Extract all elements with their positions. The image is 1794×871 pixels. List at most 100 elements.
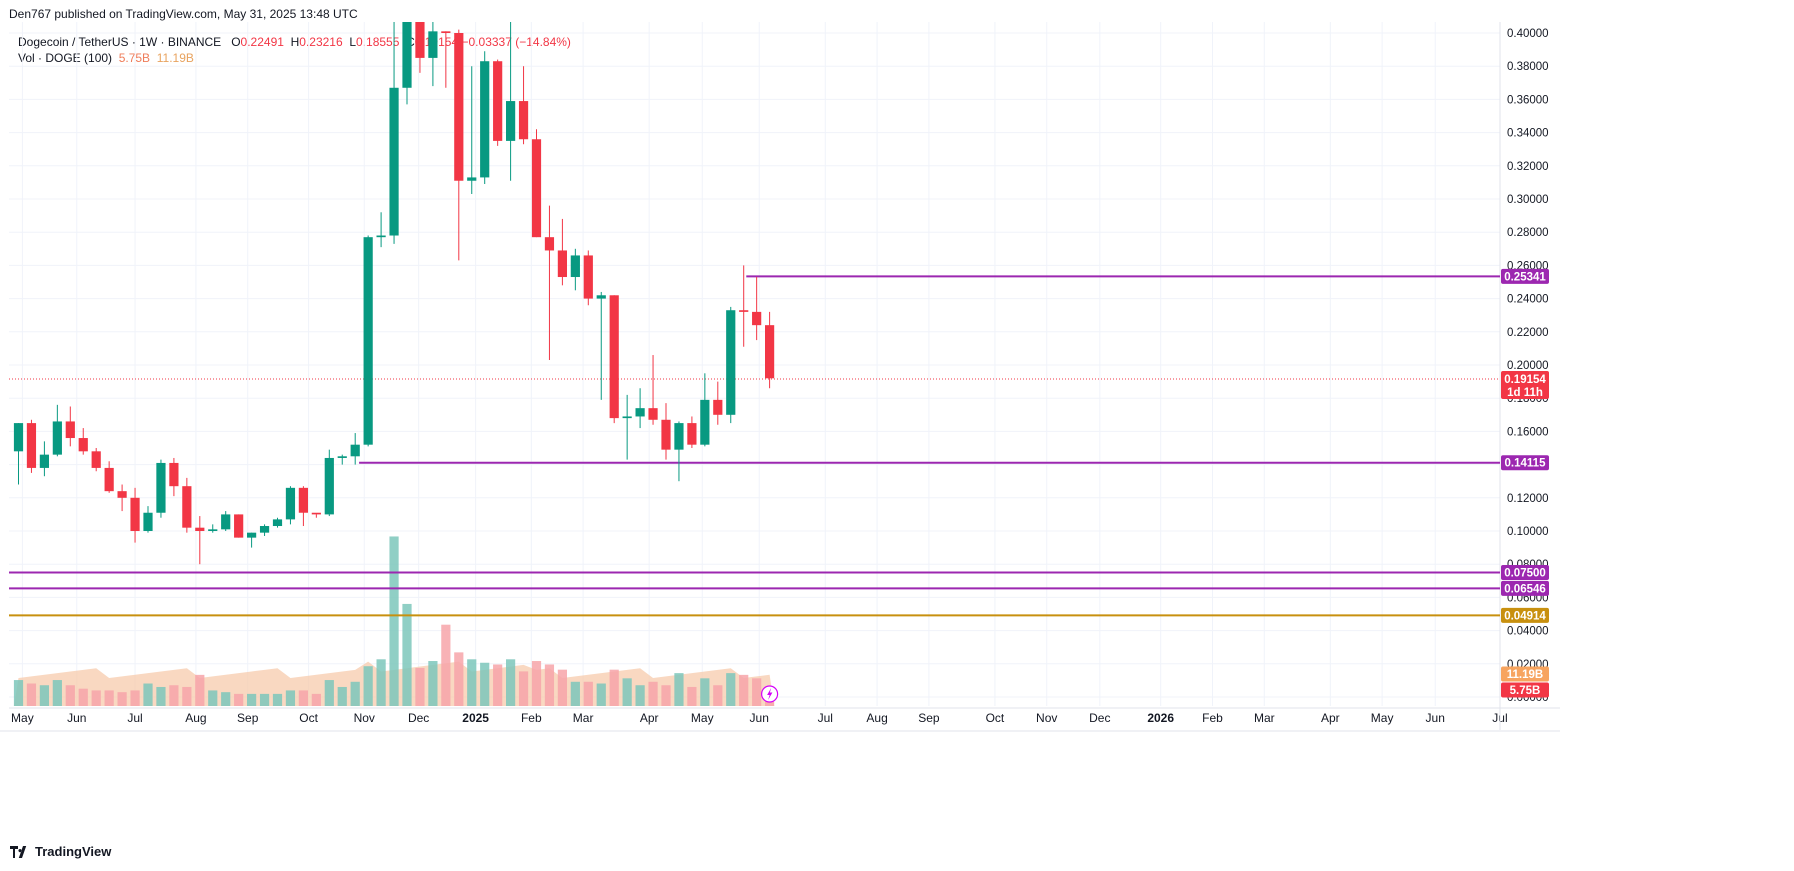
x-tick-label: Jun — [750, 711, 769, 725]
volume-bar — [389, 536, 399, 706]
volume-bar — [583, 681, 593, 706]
x-tick-label: 2026 — [1147, 711, 1174, 725]
candle-body — [65, 421, 75, 439]
x-tick-label: 2025 — [462, 711, 489, 725]
volume-row: Vol · DOGE (100) 5.75B 11.19B — [18, 50, 571, 66]
candle-body — [195, 527, 205, 531]
volume-bar — [169, 685, 179, 706]
x-tick-label: May — [11, 711, 34, 725]
volume-bar — [26, 683, 37, 706]
volume-bar — [78, 688, 88, 706]
volume-ma-badge-text: 11.19B — [1507, 669, 1543, 681]
volume-bar — [247, 693, 257, 706]
candle-body — [259, 526, 270, 533]
plot-area[interactable] — [9, 0, 1500, 706]
volume-ma-value: 11.19B — [156, 51, 194, 65]
candle-body — [324, 457, 334, 515]
volume-bar — [596, 683, 606, 706]
candle-body — [182, 486, 192, 528]
volume-bar — [428, 661, 438, 706]
candle-body — [389, 87, 399, 236]
candle-body — [39, 454, 49, 468]
lightning-icon-glyph — [767, 688, 773, 700]
y-tick-label: 0.20000 — [1507, 360, 1549, 372]
volume-bar — [687, 686, 697, 706]
volume-badge — [1501, 682, 1549, 698]
volume-bar — [285, 690, 296, 706]
volume-bar — [221, 692, 231, 706]
x-tick-label: Nov — [1036, 711, 1057, 725]
candle-body — [752, 311, 762, 326]
level-badge-text: 0.06546 — [1504, 583, 1546, 595]
level-badge — [1501, 580, 1549, 596]
volume-bar — [156, 686, 166, 706]
candle-body — [298, 487, 308, 513]
y-tick-label: 0.28000 — [1507, 227, 1549, 239]
candle-body — [635, 408, 645, 417]
y-tick-label: 0.30000 — [1507, 194, 1549, 206]
volume-bar — [635, 685, 645, 706]
volume-bar — [531, 661, 542, 706]
volume-bar — [493, 664, 503, 706]
candle-body — [441, 31, 451, 33]
volume-bar — [557, 669, 567, 706]
level-badge-text: 0.25341 — [1504, 271, 1546, 283]
candle-body — [726, 310, 736, 415]
candle-body — [661, 419, 671, 450]
volume-bar — [609, 669, 619, 706]
volume-bar — [544, 664, 555, 706]
volume-bar — [39, 685, 49, 706]
volume-bar — [324, 680, 334, 706]
open-value: 0.22491 — [240, 35, 284, 49]
candle-body — [713, 399, 723, 415]
y-tick-label: 0.38000 — [1507, 61, 1549, 73]
volume-bar — [622, 678, 632, 706]
brand-name: TradingView — [35, 844, 112, 859]
volume-bar — [454, 652, 464, 706]
candle-body — [104, 467, 114, 492]
symbol-title[interactable]: Dogecoin / TetherUS · 1W · BINANCE — [18, 35, 222, 49]
level-badge-text: 0.14115 — [1505, 458, 1547, 470]
candle-body — [26, 423, 37, 468]
candle-body — [234, 514, 244, 538]
candle-body — [117, 491, 127, 498]
volume-bar — [402, 603, 412, 706]
level-badge-text: 0.04914 — [1504, 610, 1546, 622]
x-tick-label: Sep — [918, 711, 940, 725]
volume-bar — [518, 671, 529, 706]
x-tick-label: Feb — [521, 711, 542, 725]
level-badge — [1501, 455, 1549, 471]
y-tick-label: 0.12000 — [1507, 493, 1549, 505]
level-badge — [1501, 268, 1549, 284]
volume-bar — [298, 690, 308, 706]
candle-body — [544, 237, 555, 251]
tradingview-brand[interactable]: TradingView — [10, 844, 111, 859]
x-tick-label: Feb — [1202, 711, 1223, 725]
volume-bar — [415, 667, 425, 706]
volume-bar — [648, 681, 658, 706]
candle-body — [557, 250, 567, 278]
candle-body — [687, 423, 697, 445]
volume-bar — [467, 659, 477, 706]
volume-bar — [130, 690, 140, 706]
x-tick-label: Oct — [299, 711, 318, 725]
volume-bar — [272, 693, 283, 706]
x-tick-label: Jul — [818, 711, 833, 725]
volume-ma-badge — [1501, 666, 1549, 682]
x-tick-label: Jun — [67, 711, 86, 725]
y-tick-label: 0.04000 — [1507, 626, 1549, 638]
volume-label[interactable]: Vol · DOGE (100) — [18, 51, 113, 65]
candle-body — [169, 462, 179, 487]
x-tick-label: Mar — [1254, 711, 1275, 725]
current-price-badge — [1501, 371, 1549, 400]
volume-bar — [337, 686, 347, 706]
candle-body — [674, 423, 684, 450]
x-tick-label: Oct — [986, 711, 1005, 725]
y-tick-label: 0.10000 — [1507, 526, 1549, 538]
candle-body — [609, 295, 619, 419]
volume-bar — [570, 681, 580, 706]
candle-body — [272, 519, 283, 527]
candle-body — [415, 22, 425, 58]
candle-body — [531, 139, 542, 238]
